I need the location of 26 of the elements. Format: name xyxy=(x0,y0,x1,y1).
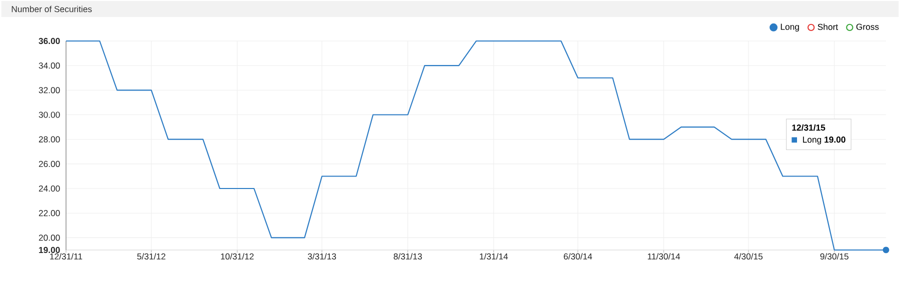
y-tick-label: 22.00 xyxy=(38,210,60,216)
x-tick-label: 1/31/14 xyxy=(480,253,508,260)
chart-title: Number of Securities xyxy=(12,6,92,12)
y-tick-label: 24.00 xyxy=(38,185,60,192)
x-tick-label: 10/31/12 xyxy=(220,253,254,260)
x-tick-label: 11/30/14 xyxy=(648,253,680,260)
x-tick-label: 4/30/15 xyxy=(734,253,763,260)
x-tick-label: 8/31/13 xyxy=(394,253,422,260)
x-tick-label: 12/31/11 xyxy=(50,253,82,260)
x-tick-label: 6/30/14 xyxy=(564,253,592,260)
x-tick-label: 3/31/13 xyxy=(308,253,336,260)
y-tick-label: 34.00 xyxy=(38,62,60,69)
legend-label: Short xyxy=(818,24,838,30)
y-tick-label: 32.00 xyxy=(38,87,60,94)
legend-label: Long xyxy=(780,24,799,32)
y-tick-label: 36.00 xyxy=(38,38,60,44)
y-tick-label: 26.00 xyxy=(38,160,60,167)
annotation: 12/31/15 xyxy=(792,124,826,131)
x-tick-label: 9/30/15 xyxy=(820,253,848,260)
y-tick-label: 30.00 xyxy=(38,112,60,118)
x-tick-label: 5/31/12 xyxy=(137,253,166,260)
y-tick-label: 20.00 xyxy=(38,234,60,241)
y-tick-label: 28.00 xyxy=(38,136,60,142)
annotation: Long 19.00 xyxy=(803,136,846,144)
legend-label: Gross xyxy=(856,24,879,30)
y-tick-label: 19.00 xyxy=(39,246,60,254)
